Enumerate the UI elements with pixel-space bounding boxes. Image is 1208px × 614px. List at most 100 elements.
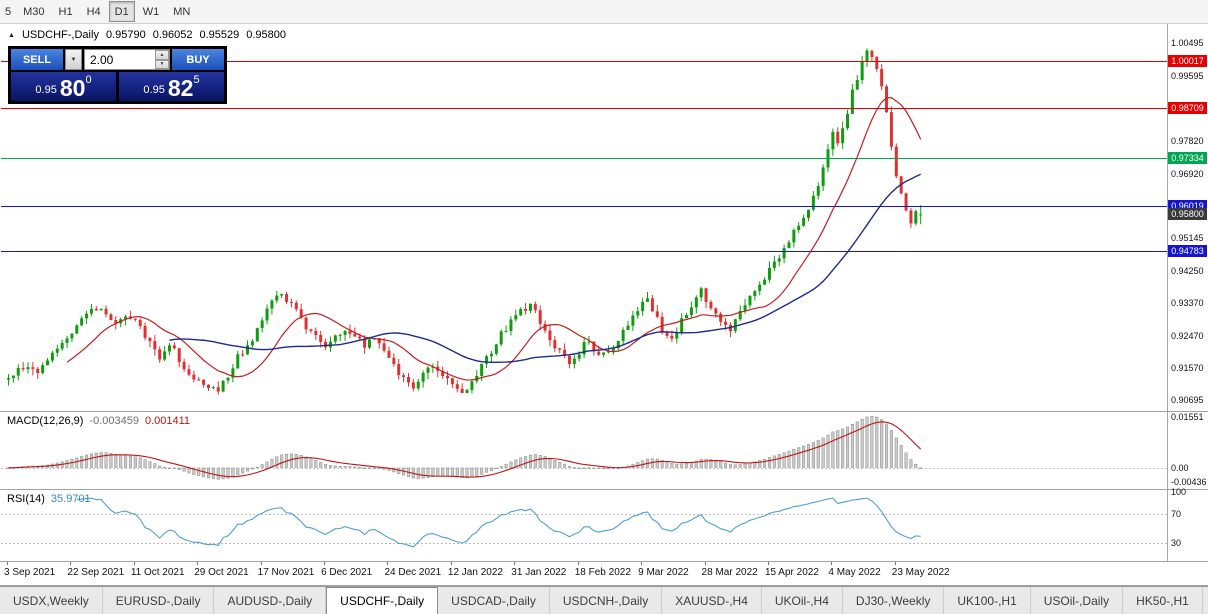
chart-symbol: USDCHF-,Daily (21, 29, 99, 41)
ohlc-high: 0.96052 (152, 29, 193, 41)
macd-pane-canvas[interactable] (1, 412, 1167, 489)
volume-input[interactable]: 2.00 ▲ ▼ (84, 49, 170, 70)
chart-tab-usoil[interactable]: USOil-,Daily (1031, 587, 1124, 614)
rsi-pane-canvas[interactable] (1, 490, 1167, 561)
chart-tab-xauusd[interactable]: XAUUSD-,H4 (662, 587, 762, 614)
price-axis-label: 1.00495 (1171, 38, 1204, 49)
buy-button[interactable]: BUY (172, 49, 224, 70)
time-axis[interactable] (0, 562, 1208, 585)
date-axis-label: 12 Jan 2022 (447, 567, 503, 578)
timeframe-button-5[interactable]: 5 (5, 5, 12, 18)
rsi-axis-label: 70 (1171, 508, 1182, 519)
date-tick (767, 562, 769, 565)
date-tick (7, 562, 8, 565)
date-axis-label: 11 Oct 2021 (130, 567, 185, 578)
date-axis-label: 29 Oct 2021 (194, 567, 249, 578)
date-axis-label: 15 Apr 2022 (764, 567, 819, 578)
timeframe-toolbar: 5 M30 H1 H4 D1 W1 MN (0, 0, 1208, 24)
chart-tab-usdcad[interactable]: USDCAD-,Daily (438, 587, 550, 614)
one-click-trading-panel: SELL ▼ 2.00 ▲ ▼ BUY 0.95 80 0 0.95 82 (8, 46, 227, 104)
level-price-tag: 1.00017 (1168, 54, 1207, 67)
buy-price-prefix: 0.95 (143, 84, 165, 96)
date-tick (197, 562, 199, 565)
volume-stepper: ▲ ▼ (155, 50, 169, 69)
macd-axis-label: -0.00436 (1171, 476, 1207, 487)
sell-button[interactable]: SELL (11, 49, 63, 70)
price-axis-label: 0.91570 (1171, 363, 1204, 374)
date-axis-label: 4 May 2022 (828, 567, 881, 578)
collapse-chart-icon[interactable]: ▲ (8, 31, 15, 39)
level-price-tag: 0.94783 (1168, 245, 1207, 258)
macd-main-value: -0.003459 (89, 415, 139, 427)
sell-price-pips: 80 (59, 75, 86, 102)
date-axis-label: 6 Dec 2021 (321, 567, 373, 578)
timeframe-button-w1[interactable]: W1 (142, 5, 160, 18)
macd-axis-label: 0.00 (1171, 462, 1189, 473)
chart-tab-uk100[interactable]: UK100-,H1 (944, 587, 1031, 614)
date-tick (641, 562, 643, 565)
date-tick (894, 562, 896, 565)
pane-separator[interactable] (0, 411, 1208, 412)
timeframe-button-mn[interactable]: MN (173, 5, 191, 18)
ohlc-open: 0.95790 (105, 29, 146, 41)
date-axis-label: 31 Jan 2022 (511, 567, 567, 578)
price-axis-label: 0.99595 (1171, 71, 1204, 82)
date-axis-label: 23 May 2022 (891, 567, 950, 578)
chart-tab-usdchf[interactable]: USDCHF-,Daily (326, 587, 439, 614)
current-price-tag: 0.95800 (1168, 208, 1207, 221)
chart-tab-usdcnh[interactable]: USDCNH-,Daily (550, 587, 663, 614)
date-axis-label: 9 Mar 2022 (638, 567, 689, 578)
macd-name: MACD(12,26,9) (7, 415, 84, 427)
pane-separator (0, 561, 1208, 562)
price-axis-label: 0.90695 (1171, 395, 1204, 406)
date-tick (704, 562, 706, 565)
buy-price-pipette: 5 (193, 74, 200, 86)
price-axis-label: 0.95145 (1171, 233, 1204, 244)
sell-price-pipette: 0 (85, 74, 92, 86)
rsi-axis-label: 100 (1171, 487, 1187, 498)
date-tick (387, 562, 389, 565)
macd-signal-value: 0.001411 (144, 415, 191, 427)
chart-tab-ukoil[interactable]: UKOil-,H4 (762, 587, 843, 614)
rsi-value: 35.9701 (50, 493, 91, 505)
price-axis-label: 0.94250 (1171, 265, 1204, 276)
timeframe-button-m30[interactable]: M30 (23, 5, 45, 18)
date-tick (324, 562, 326, 565)
price-axis-separator (1167, 24, 1168, 561)
date-axis-label: 28 Mar 2022 (701, 567, 758, 578)
chart-tab-dj30[interactable]: DJ30-,Weekly (843, 587, 945, 614)
date-axis-label: 3 Sep 2021 (4, 567, 56, 578)
date-axis-label: 17 Nov 2021 (257, 567, 315, 578)
date-tick (577, 562, 579, 565)
chart-tab-eurusd[interactable]: EURUSD-,Daily (103, 587, 215, 614)
volume-decrement-button[interactable]: ▼ (155, 59, 169, 69)
sell-price-display[interactable]: 0.95 80 0 (11, 72, 116, 101)
chart-tab-usdx[interactable]: USDX,Weekly (0, 587, 103, 614)
pane-separator[interactable] (0, 489, 1208, 490)
timeframe-button-h4[interactable]: H4 (86, 5, 101, 18)
date-axis-label: 24 Dec 2021 (384, 567, 442, 578)
buy-price-display[interactable]: 0.95 82 5 (119, 72, 224, 101)
date-tick (831, 562, 833, 565)
price-axis-label: 0.93370 (1171, 297, 1204, 308)
date-axis-label: 22 Sep 2021 (67, 567, 125, 578)
timeframe-button-d1[interactable]: D1 (108, 1, 135, 22)
volume-value: 2.00 (90, 52, 114, 67)
buy-price-pips: 82 (167, 75, 194, 102)
chart-tab-bar: USDX,Weekly EURUSD-,Daily AUDUSD-,Daily USD… (0, 586, 1208, 614)
date-tick (514, 562, 516, 565)
date-tick (260, 562, 262, 565)
date-tick (133, 562, 135, 565)
volume-increment-button[interactable]: ▲ (155, 50, 169, 60)
volume-dropdown-button[interactable]: ▼ (65, 49, 82, 70)
date-axis-label: 18 Feb 2022 (574, 567, 631, 578)
price-axis-label: 0.92470 (1171, 330, 1204, 341)
chart-tab-audusd[interactable]: AUDUSD-,Daily (214, 587, 327, 614)
date-tick (450, 562, 452, 565)
sell-price-prefix: 0.95 (35, 84, 57, 96)
rsi-name: RSI(14) (7, 493, 45, 505)
timeframe-button-h1[interactable]: H1 (58, 5, 73, 18)
rsi-indicator-label: RSI(14) 35.9701 (7, 493, 91, 505)
chart-tab-hk50[interactable]: HK50-,H1 (1123, 587, 1203, 614)
